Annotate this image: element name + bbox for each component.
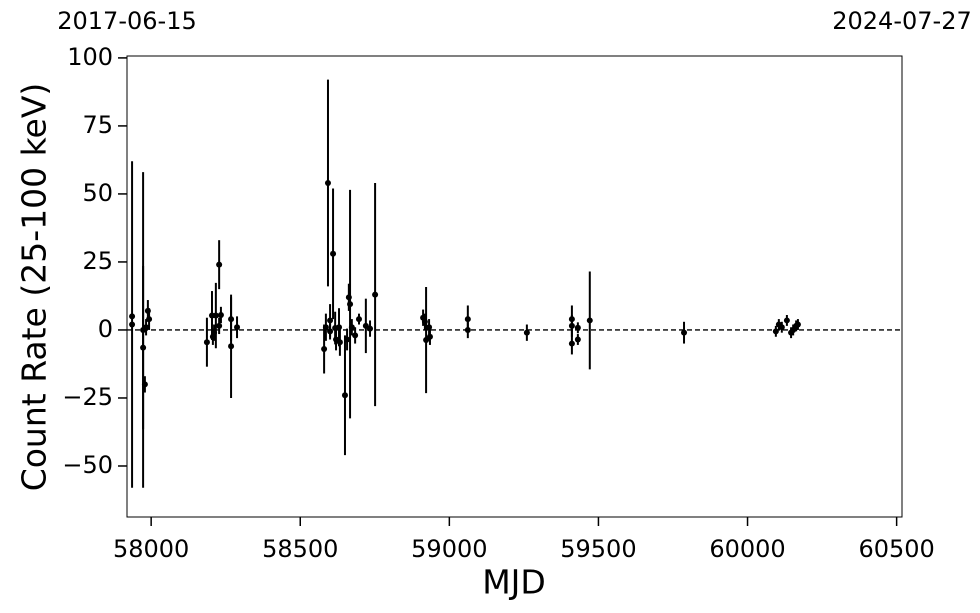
data-point xyxy=(216,322,223,329)
data-point xyxy=(327,317,334,324)
data-point xyxy=(330,250,337,257)
data-point xyxy=(217,311,224,318)
x-tick-label: 59500 xyxy=(560,535,636,563)
y-tick-label: 50 xyxy=(82,179,113,207)
data-point xyxy=(341,392,348,399)
y-tick-label: −50 xyxy=(62,451,113,479)
y-tick-label: 25 xyxy=(82,247,113,275)
data-point xyxy=(336,339,343,346)
data-point xyxy=(146,316,153,323)
y-axis-label: Count Rate (25-100 keV) xyxy=(15,83,54,492)
top-date-label: 2024-07-27 xyxy=(832,7,971,35)
data-point xyxy=(347,301,354,308)
x-tick-label: 60000 xyxy=(709,535,785,563)
data-point xyxy=(464,326,471,333)
data-point xyxy=(321,346,328,353)
data-point xyxy=(778,324,785,331)
data-point xyxy=(783,317,790,324)
data-point xyxy=(141,381,148,388)
x-tick-label: 59000 xyxy=(411,535,487,563)
data-point xyxy=(212,312,219,319)
x-tick-label: 58500 xyxy=(262,535,338,563)
data-point xyxy=(348,324,355,331)
data-point xyxy=(216,261,223,268)
data-point xyxy=(234,324,241,331)
data-point xyxy=(129,313,136,320)
data-point xyxy=(355,316,362,323)
data-point xyxy=(574,336,581,343)
data-point xyxy=(367,325,374,332)
data-point xyxy=(794,321,801,328)
data-point xyxy=(327,328,334,335)
y-tick-label: 100 xyxy=(67,43,113,71)
data-point xyxy=(140,344,147,351)
x-tick-label: 60500 xyxy=(858,535,934,563)
data-point xyxy=(372,291,379,298)
data-point xyxy=(523,329,530,336)
data-point xyxy=(352,332,359,339)
data-point xyxy=(344,336,351,343)
plot-frame xyxy=(126,55,903,518)
data-point xyxy=(203,339,210,346)
data-point xyxy=(568,322,575,329)
y-tick-label: −25 xyxy=(62,383,113,411)
y-tick-label: 0 xyxy=(98,315,113,343)
data-point xyxy=(681,329,688,336)
x-axis-label: MJD xyxy=(482,563,546,602)
data-point xyxy=(322,324,329,331)
data-point xyxy=(324,180,331,187)
data-point xyxy=(772,328,779,335)
data-point xyxy=(568,340,575,347)
top-date-label: 2017-06-15 xyxy=(57,7,196,35)
data-point xyxy=(586,317,593,324)
data-point xyxy=(426,333,433,340)
data-point xyxy=(143,324,150,331)
data-point xyxy=(464,316,471,323)
data-point xyxy=(574,324,581,331)
y-tick-label: 75 xyxy=(82,111,113,139)
data-point xyxy=(228,343,235,350)
data-point xyxy=(129,321,136,328)
x-tick-label: 58000 xyxy=(113,535,189,563)
